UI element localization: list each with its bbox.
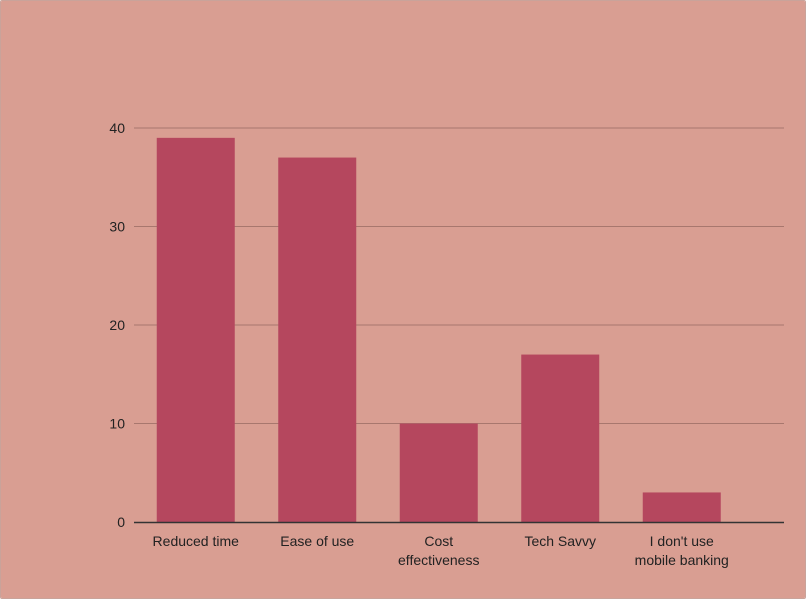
- x-category-label: Tech Savvy: [524, 533, 596, 549]
- x-category-label-line: Tech Savvy: [524, 533, 596, 549]
- bar: [278, 157, 357, 523]
- x-axis-category-labels: Reduced time Ease of use Cost effectiveness…: [153, 533, 729, 568]
- bar: [642, 492, 721, 522]
- y-tick-label: 0: [117, 514, 125, 530]
- bar: [521, 354, 600, 522]
- x-category-label: I don't use mobile banking: [635, 533, 729, 568]
- x-category-label-line: Reduced time: [153, 533, 240, 549]
- x-category-label: Cost effectiveness: [398, 533, 479, 568]
- y-tick-label: 10: [109, 416, 125, 432]
- bars: [156, 137, 721, 523]
- x-category-label-line: Cost: [424, 533, 453, 549]
- y-tick-label: 40: [109, 120, 125, 136]
- y-axis-tick-labels: 0 10 20 30 40: [109, 120, 125, 530]
- x-category-label-line: Ease of use: [280, 533, 354, 549]
- gridlines: [134, 127, 784, 424]
- x-category-label: Reduced time: [153, 533, 240, 549]
- x-category-label-line: effectiveness: [398, 552, 479, 568]
- bar: [399, 423, 478, 522]
- x-category-label-line: mobile banking: [635, 552, 729, 568]
- y-tick-label: 20: [109, 317, 125, 333]
- x-category-label-line: I don't use: [650, 533, 714, 549]
- bar: [156, 137, 235, 522]
- y-tick-label: 30: [109, 219, 125, 235]
- x-category-label: Ease of use: [280, 533, 354, 549]
